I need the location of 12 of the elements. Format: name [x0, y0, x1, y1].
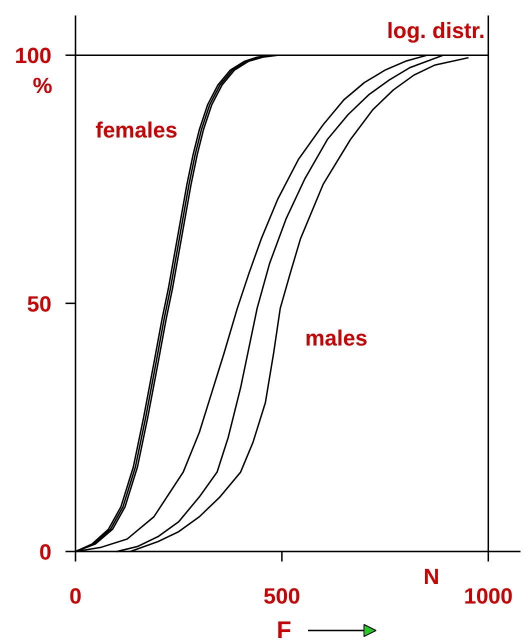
y-tick-label: 0 [39, 540, 52, 564]
annotation: females [95, 118, 178, 143]
y-tick-label: 100 [14, 43, 52, 68]
y-axis-title: % [32, 73, 52, 98]
y-tick-label: 50 [27, 291, 52, 316]
annotation: males [305, 326, 368, 351]
text: N [424, 564, 440, 590]
annotation: log. distr. [387, 18, 485, 44]
x-tick-label: 0 [69, 584, 82, 608]
x-axis-title: F [276, 617, 292, 642]
x-tick-label: 500 [264, 584, 300, 608]
x-tick-label: 1000 [464, 584, 513, 608]
